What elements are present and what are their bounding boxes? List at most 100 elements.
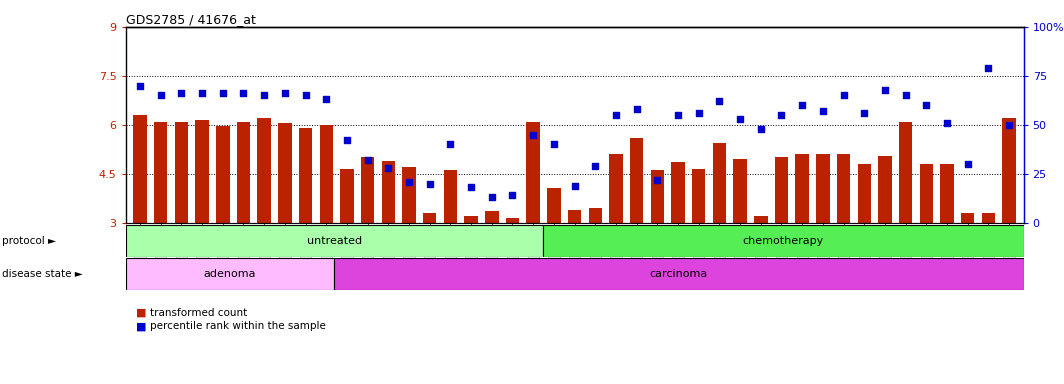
Bar — [402, 167, 416, 223]
Bar — [961, 213, 975, 223]
Bar — [257, 118, 271, 223]
Bar — [754, 216, 767, 223]
Point — [525, 131, 542, 138]
Point — [546, 141, 563, 147]
Point — [173, 90, 190, 96]
Text: percentile rank within the sample: percentile rank within the sample — [150, 321, 326, 331]
Bar — [216, 126, 230, 223]
Point — [794, 102, 811, 108]
Point — [504, 192, 521, 199]
Point — [814, 108, 831, 114]
Point — [297, 92, 314, 98]
Point — [586, 163, 603, 169]
Bar — [775, 157, 788, 223]
Point — [463, 184, 480, 190]
Bar — [544, 225, 1024, 257]
Text: untreated: untreated — [306, 235, 362, 246]
Point — [255, 92, 272, 98]
Point — [194, 90, 211, 96]
Bar — [299, 128, 313, 223]
Bar — [334, 258, 1024, 290]
Bar — [982, 213, 995, 223]
Bar — [361, 157, 375, 223]
Bar — [671, 162, 685, 223]
Bar — [444, 170, 458, 223]
Text: chemotherapy: chemotherapy — [743, 235, 824, 246]
Bar — [878, 156, 892, 223]
Bar — [505, 218, 519, 223]
Text: ■: ■ — [136, 308, 147, 318]
Point — [649, 177, 666, 183]
Bar — [588, 208, 602, 223]
Text: adenoma: adenoma — [203, 269, 256, 279]
Point — [400, 179, 417, 185]
Bar — [423, 213, 436, 223]
Point — [711, 98, 728, 104]
Bar — [527, 121, 539, 223]
Bar — [713, 143, 726, 223]
Bar — [237, 121, 250, 223]
Bar — [899, 121, 912, 223]
Point — [732, 116, 749, 122]
Text: disease state ►: disease state ► — [2, 269, 83, 279]
Bar — [692, 169, 705, 223]
Bar — [650, 170, 664, 223]
Text: transformed count: transformed count — [150, 308, 247, 318]
Point — [835, 92, 852, 98]
Bar — [816, 154, 830, 223]
Text: protocol ►: protocol ► — [2, 235, 56, 246]
Point — [380, 165, 397, 171]
Bar — [154, 121, 167, 223]
Bar — [196, 120, 209, 223]
Text: carcinoma: carcinoma — [650, 269, 709, 279]
Point — [669, 112, 686, 118]
Bar — [278, 123, 292, 223]
Point — [1000, 122, 1017, 128]
Bar — [126, 258, 334, 290]
Point — [877, 86, 894, 93]
Bar — [941, 164, 953, 223]
Point — [214, 90, 231, 96]
Point — [855, 110, 872, 116]
Point — [608, 112, 625, 118]
Bar — [340, 169, 353, 223]
Point — [421, 180, 438, 187]
Point — [152, 92, 169, 98]
Point — [897, 92, 914, 98]
Point — [772, 112, 789, 118]
Bar — [547, 189, 561, 223]
Bar — [630, 138, 644, 223]
Text: ■: ■ — [136, 321, 147, 331]
Bar — [174, 121, 188, 223]
Bar — [796, 154, 809, 223]
Bar — [568, 210, 581, 223]
Bar — [610, 154, 622, 223]
Point — [132, 83, 149, 89]
Bar — [382, 161, 395, 223]
Bar — [733, 159, 747, 223]
Point — [338, 137, 355, 144]
Point — [959, 161, 976, 167]
Point — [980, 65, 997, 71]
Point — [628, 106, 645, 112]
Point — [752, 126, 769, 132]
Bar — [126, 225, 544, 257]
Point — [360, 157, 377, 163]
Bar — [133, 115, 147, 223]
Point — [566, 182, 583, 189]
Bar — [919, 164, 933, 223]
Point — [277, 90, 294, 96]
Bar — [319, 125, 333, 223]
Point — [918, 102, 935, 108]
Text: GDS2785 / 41676_at: GDS2785 / 41676_at — [126, 13, 255, 26]
Bar — [1002, 118, 1016, 223]
Bar — [836, 154, 850, 223]
Bar — [464, 216, 478, 223]
Point — [442, 141, 459, 147]
Point — [691, 110, 708, 116]
Point — [318, 96, 335, 103]
Point — [483, 194, 500, 200]
Bar — [858, 164, 871, 223]
Point — [235, 90, 252, 96]
Point — [938, 120, 955, 126]
